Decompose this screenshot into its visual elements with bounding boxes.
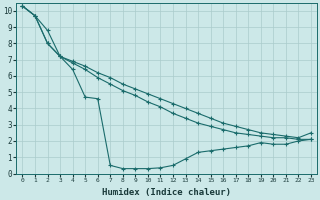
X-axis label: Humidex (Indice chaleur): Humidex (Indice chaleur): [102, 188, 231, 197]
